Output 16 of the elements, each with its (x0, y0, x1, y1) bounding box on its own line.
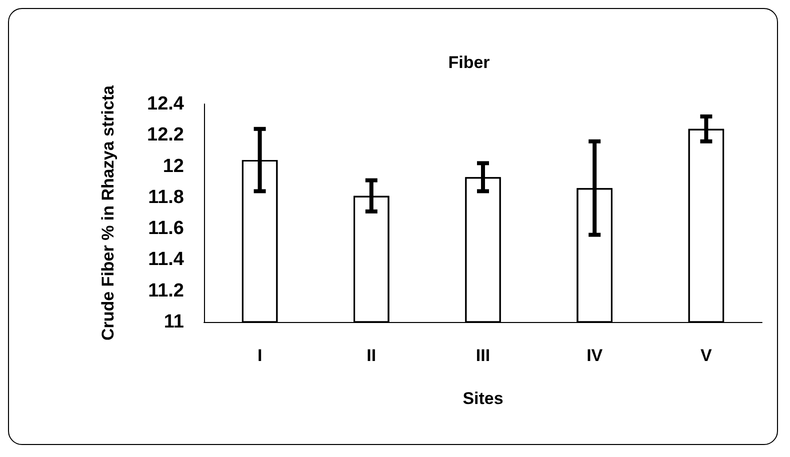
y-tick-label: 12 (162, 156, 184, 177)
x-axis-title: Sites (462, 389, 504, 408)
y-tick-label: 12.4 (147, 94, 184, 114)
y-tick-label: 11.6 (148, 218, 184, 240)
y-tick-label: 11.2 (148, 280, 184, 302)
x-tick-label: III (476, 346, 490, 365)
y-tick-label: 11 (164, 312, 184, 332)
x-tick-label: V (700, 346, 713, 365)
chart-title: Fiber (448, 53, 490, 72)
y-tick-label: 12.2 (147, 124, 184, 146)
x-tick-label: II (366, 346, 376, 365)
y-tick-label: 11.8 (148, 186, 184, 208)
y-axis-title: Crude Fiber % in Rhazya stricta (98, 84, 118, 341)
x-tick-label: IV (586, 346, 604, 365)
y-tick-label: 11.4 (148, 249, 184, 270)
x-tick-label: I (257, 346, 262, 365)
